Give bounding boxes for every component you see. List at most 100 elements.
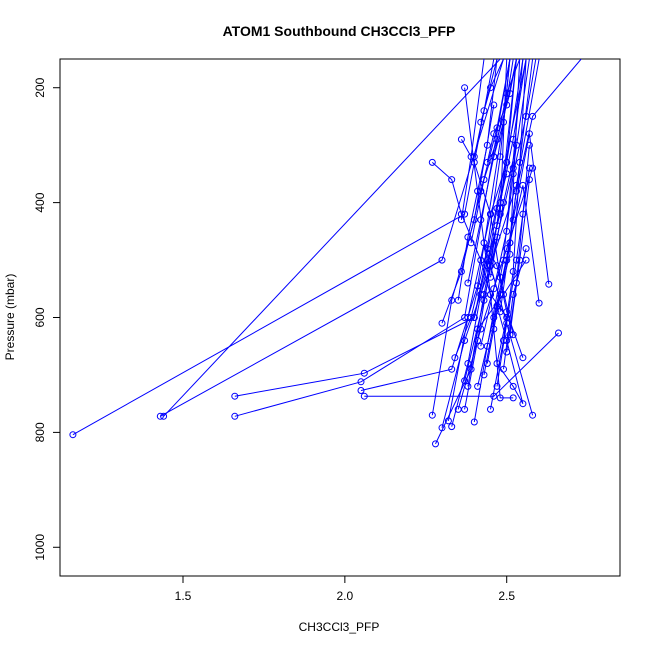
- series-line: [486, 173, 508, 266]
- data-point: [493, 262, 501, 270]
- data-point: [487, 210, 494, 218]
- data-point: [509, 331, 517, 339]
- data-point: [522, 245, 530, 253]
- series-line: [480, 59, 537, 347]
- data-point: [457, 135, 465, 143]
- plot-frame: [59, 58, 621, 577]
- series-38: [490, 59, 511, 161]
- data-point: [500, 365, 507, 373]
- data-point: [464, 233, 472, 241]
- data-point: [490, 153, 498, 161]
- x-tick-label: 2.0: [337, 589, 354, 603]
- series-2: [69, 59, 495, 439]
- data-point: [461, 210, 469, 218]
- data-point: [487, 405, 494, 413]
- data-point: [480, 239, 488, 247]
- data-point: [360, 369, 368, 377]
- series-line: [467, 259, 527, 387]
- data-point: [500, 118, 507, 126]
- series-29: [480, 59, 521, 379]
- data-point: [522, 256, 530, 264]
- series-26: [467, 59, 517, 247]
- data-point: [496, 394, 504, 402]
- chart-title: ATOM1 Southbound CH3CCl3_PFP: [223, 23, 456, 39]
- data-point: [470, 314, 478, 321]
- y-tick-label: 600: [33, 307, 47, 327]
- data-point: [231, 412, 239, 420]
- data-point: [464, 382, 472, 390]
- x-axis-label: CH3CCl3_PFP: [299, 620, 380, 634]
- data-point: [480, 107, 488, 115]
- data-point: [357, 387, 365, 394]
- series-line: [464, 87, 514, 399]
- data-point: [457, 216, 465, 224]
- data-point: [529, 164, 537, 172]
- data-point: [357, 378, 365, 386]
- data-point: [509, 268, 517, 275]
- data-point: [493, 135, 501, 143]
- data-point: [480, 176, 488, 184]
- data-point: [496, 273, 504, 281]
- data-point: [454, 296, 462, 304]
- data-point: [493, 382, 501, 390]
- data-point: [461, 405, 469, 413]
- data-point: [467, 153, 475, 161]
- data-point: [490, 101, 498, 109]
- series-4: [160, 59, 501, 420]
- series-35: [483, 59, 517, 166]
- y-tick-label: 800: [33, 422, 47, 442]
- series-line: [483, 59, 521, 375]
- series-line: [473, 59, 498, 157]
- y-tick-label: 200: [33, 77, 47, 97]
- data-point: [506, 250, 514, 258]
- data-point: [477, 291, 485, 298]
- data-point: [464, 279, 472, 287]
- data-point: [470, 158, 478, 166]
- data-point: [474, 325, 482, 333]
- y-axis: 200 400 600 800 1000: [33, 77, 60, 561]
- x-tick-label: 2.5: [498, 589, 515, 603]
- data-point: [444, 417, 452, 425]
- series-44: [483, 170, 511, 270]
- data-point: [448, 176, 456, 184]
- data-point: [448, 365, 456, 373]
- data-point: [69, 431, 77, 439]
- data-point: [503, 348, 511, 356]
- series-layer: [69, 59, 582, 448]
- data-point: [529, 411, 537, 419]
- data-point: [156, 412, 164, 420]
- series-line: [470, 59, 517, 243]
- series-45: [464, 256, 530, 390]
- data-point: [555, 329, 562, 337]
- data-point: [483, 360, 491, 367]
- data-point: [483, 141, 491, 149]
- data-point: [503, 101, 511, 109]
- data-point: [474, 337, 482, 344]
- data-point: [503, 227, 511, 235]
- data-point: [487, 291, 494, 298]
- y-tick-label: 1000: [33, 534, 47, 561]
- y-tick-label: 400: [33, 192, 47, 212]
- data-point: [477, 342, 485, 350]
- data-point: [503, 170, 511, 178]
- data-point: [360, 392, 368, 400]
- data-point: [503, 308, 511, 316]
- series-3: [156, 59, 504, 420]
- data-point: [428, 158, 436, 166]
- series-line: [490, 59, 527, 410]
- series-28: [477, 59, 537, 350]
- data-point: [545, 280, 553, 288]
- series-42: [457, 135, 517, 339]
- series-line: [503, 248, 527, 370]
- series-line: [483, 242, 534, 416]
- data-point: [509, 135, 517, 143]
- data-point: [432, 440, 439, 448]
- data-point: [512, 141, 520, 149]
- series-32: [500, 245, 530, 373]
- series-30: [487, 59, 527, 413]
- data-point: [519, 354, 527, 362]
- data-point: [509, 382, 517, 390]
- data-point: [231, 392, 239, 400]
- data-point: [438, 256, 446, 264]
